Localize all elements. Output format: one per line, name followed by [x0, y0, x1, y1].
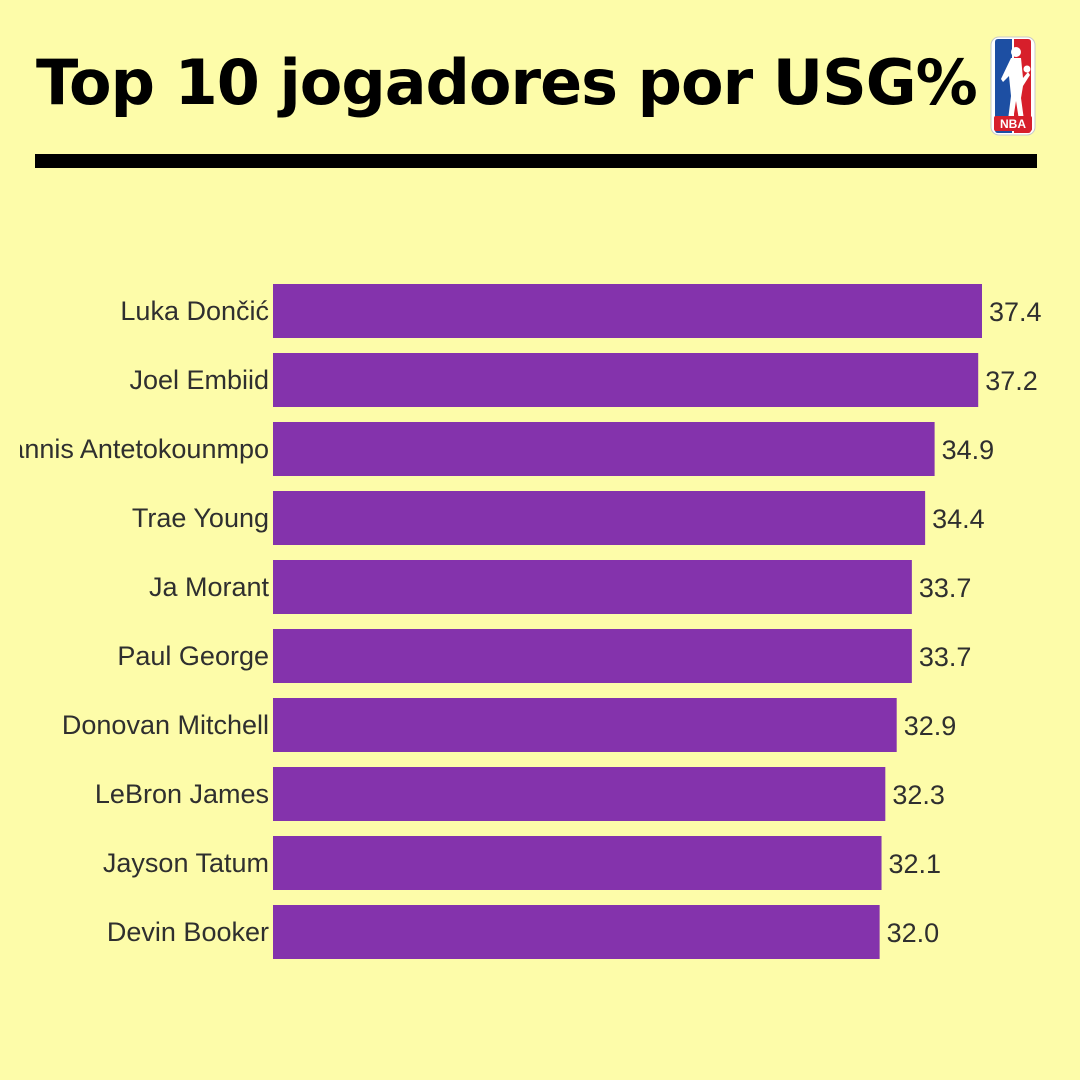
- category-label: Paul George: [117, 641, 269, 671]
- bar: [273, 698, 897, 752]
- category-label: Jayson Tatum: [103, 848, 269, 878]
- bar: [273, 560, 912, 614]
- value-label: 33.7: [919, 573, 972, 603]
- category-label: Ja Morant: [149, 572, 270, 602]
- category-label: Devin Booker: [107, 917, 269, 947]
- value-label: 34.9: [942, 435, 995, 465]
- bar: [273, 629, 912, 683]
- page-title: Top 10 jogadores por USG%: [36, 46, 978, 119]
- category-label: Giannis Antetokounmpo: [0, 434, 269, 464]
- category-label: Trae Young: [132, 503, 269, 533]
- value-label: 32.1: [889, 849, 942, 879]
- bar: [273, 491, 926, 545]
- category-label: Donovan Mitchell: [62, 710, 269, 740]
- bar: [273, 284, 982, 338]
- value-label: 37.4: [989, 297, 1042, 327]
- bar: [273, 905, 880, 959]
- value-label: 37.2: [985, 366, 1038, 396]
- value-label: 33.7: [919, 642, 972, 672]
- value-label: 32.9: [904, 711, 957, 741]
- category-label: Joel Embiid: [129, 365, 269, 395]
- nba-logo-icon: NBA: [990, 36, 1036, 136]
- bar: [273, 767, 886, 821]
- category-labels: Luka Dončić Joel Embiid Giannis Antetokoun…: [0, 296, 270, 947]
- bars-layer: [273, 284, 982, 959]
- nba-logo-text: NBA: [1000, 117, 1026, 131]
- title-divider: [35, 154, 1037, 168]
- value-labels: 37.4 37.2 34.9 34.4 33.7 33.7 32.9 32.3 32.1 32.0: [887, 297, 1042, 948]
- bar: [273, 422, 935, 476]
- value-label: 32.0: [887, 918, 940, 948]
- category-label: Luka Dončić: [120, 296, 269, 326]
- value-label: 34.4: [932, 504, 985, 534]
- category-label: LeBron James: [95, 779, 269, 809]
- bar: [273, 353, 979, 407]
- bar: [273, 836, 882, 890]
- value-label: 32.3: [892, 780, 945, 810]
